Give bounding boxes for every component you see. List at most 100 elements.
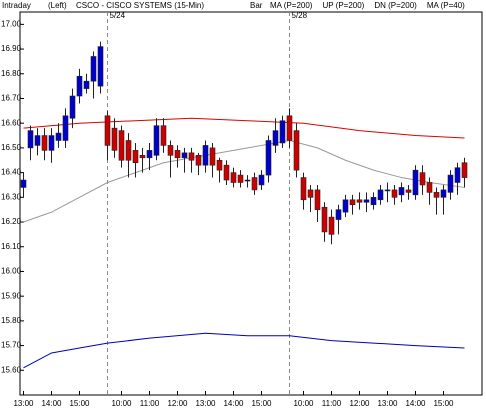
candle-body bbox=[251, 177, 258, 191]
candle-body bbox=[237, 174, 244, 183]
candle-body bbox=[62, 115, 69, 141]
x-tick-label: 11:00 bbox=[140, 399, 160, 408]
x-tick-label: 15:00 bbox=[433, 399, 454, 408]
candle-body bbox=[314, 189, 321, 210]
plot-frame bbox=[19, 11, 483, 396]
candle-body bbox=[321, 206, 328, 233]
x-tick-label: 15:00 bbox=[251, 399, 272, 408]
candle-body bbox=[27, 130, 34, 149]
candle-body bbox=[335, 209, 342, 220]
indicator-line bbox=[23, 139, 465, 223]
candle-body bbox=[461, 162, 468, 178]
candle-body bbox=[412, 169, 419, 196]
candle-body bbox=[363, 199, 370, 203]
candle-body bbox=[307, 189, 314, 198]
candle-body bbox=[188, 152, 195, 161]
candle-body bbox=[111, 127, 118, 151]
legend-entry: DN (P=200) bbox=[374, 1, 417, 10]
x-tick-label: 11:00 bbox=[322, 399, 342, 408]
candle-body bbox=[195, 155, 202, 166]
candle-body bbox=[125, 140, 132, 161]
y-tick-label: 16.40 bbox=[1, 168, 22, 177]
candle-body bbox=[230, 172, 237, 183]
x-tick-label: 13:00 bbox=[13, 399, 34, 408]
candle-body bbox=[97, 46, 104, 87]
candle-body bbox=[146, 150, 153, 159]
candle-body bbox=[286, 115, 293, 141]
y-tick-label: 16.20 bbox=[1, 217, 22, 226]
y-tick-label: 16.30 bbox=[1, 192, 22, 201]
x-tick-label: 13:00 bbox=[195, 399, 216, 408]
candle-body bbox=[391, 189, 398, 198]
candle-body bbox=[160, 125, 167, 146]
y-tick-label: 17.00 bbox=[1, 19, 22, 28]
candle-body bbox=[433, 192, 440, 198]
x-tick-label: 14:00 bbox=[405, 399, 426, 408]
candle-body bbox=[209, 147, 216, 166]
y-tick-label: 16.00 bbox=[1, 267, 22, 276]
y-tick-label: 15.60 bbox=[1, 365, 22, 374]
candle-body bbox=[447, 174, 454, 193]
candle-body bbox=[48, 135, 55, 151]
x-tick-label: 10:00 bbox=[293, 399, 314, 408]
candle-body bbox=[34, 135, 41, 146]
candle-body bbox=[265, 140, 272, 176]
y-tick-label: 16.60 bbox=[1, 118, 22, 127]
candle-body bbox=[153, 125, 160, 156]
x-tick-label: 15:00 bbox=[69, 399, 90, 408]
candle-body bbox=[69, 95, 76, 119]
chart-title: CSCO - CISCO SYSTEMS (15-Min) bbox=[76, 1, 204, 10]
y-tick-label: 16.70 bbox=[1, 94, 22, 103]
axis-side: (Left) bbox=[48, 1, 67, 10]
candle-body bbox=[216, 159, 223, 171]
legend-entry: MA (P=40) bbox=[427, 1, 465, 10]
candle-body bbox=[132, 150, 139, 164]
candle-body bbox=[104, 115, 111, 146]
x-tick-label: 12:00 bbox=[349, 399, 370, 408]
candle-body bbox=[279, 120, 286, 144]
candle-body bbox=[244, 179, 251, 182]
candle-body bbox=[223, 164, 230, 181]
candle-body bbox=[454, 167, 461, 183]
candle-body bbox=[405, 189, 412, 193]
candle-body bbox=[41, 135, 48, 151]
candle-body bbox=[398, 187, 405, 196]
y-tick-label: 16.10 bbox=[1, 242, 22, 251]
candle-body bbox=[90, 56, 97, 82]
x-tick-label: 14:00 bbox=[41, 399, 62, 408]
candle-body bbox=[419, 172, 426, 186]
y-tick-label: 15.90 bbox=[1, 291, 22, 300]
x-tick-label: 13:00 bbox=[377, 399, 398, 408]
candle-body bbox=[174, 150, 181, 159]
candle-body bbox=[55, 132, 62, 141]
candle-body bbox=[384, 189, 391, 192]
candle-body bbox=[118, 130, 125, 161]
y-tick-label: 16.90 bbox=[1, 44, 22, 53]
candle-body bbox=[440, 189, 447, 198]
style-label: Bar bbox=[250, 1, 263, 10]
candle-body bbox=[328, 216, 335, 235]
x-tick-label: 10:00 bbox=[111, 399, 132, 408]
candle-body bbox=[76, 75, 83, 97]
indicator-line bbox=[23, 332, 465, 369]
candle-body bbox=[258, 174, 265, 186]
legend-entry: UP (P=200) bbox=[322, 1, 364, 10]
candle-body bbox=[426, 182, 433, 193]
indicator-line bbox=[23, 117, 465, 139]
candle-body bbox=[20, 179, 27, 188]
candle-body bbox=[349, 199, 356, 206]
candle-body bbox=[342, 199, 349, 213]
y-tick-label: 16.50 bbox=[1, 143, 22, 152]
day-label: 5/28 bbox=[292, 11, 308, 20]
y-tick-label: 15.80 bbox=[1, 316, 22, 325]
candle-body bbox=[293, 130, 300, 171]
candle-body bbox=[356, 199, 363, 203]
x-tick-label: 14:00 bbox=[223, 399, 244, 408]
candle-body bbox=[300, 177, 307, 201]
candle-body bbox=[83, 80, 90, 89]
chart-label: Intraday bbox=[2, 1, 31, 10]
x-tick-label: 12:00 bbox=[167, 399, 188, 408]
y-tick-label: 15.70 bbox=[1, 341, 22, 350]
